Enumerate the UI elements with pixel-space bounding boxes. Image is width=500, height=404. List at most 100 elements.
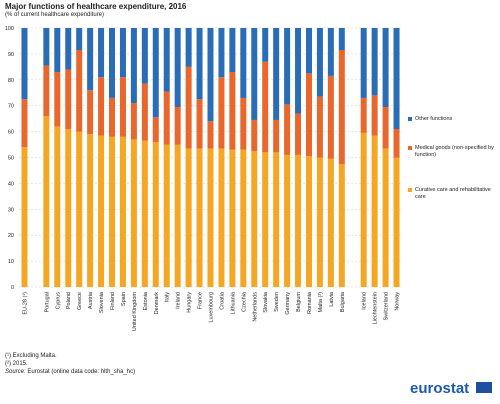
source: Source: Eurostat (online data code: hlth…	[5, 368, 135, 376]
bar-segment	[163, 91, 170, 145]
bar-segment	[76, 50, 83, 132]
bar-segment	[207, 148, 214, 287]
x-tick-label: Norway	[395, 292, 401, 311]
x-tick-label: Greece	[77, 292, 83, 310]
chart-title: Major functions of healthcare expenditur…	[5, 2, 187, 11]
x-tick-label: Iceland	[362, 292, 368, 310]
bar-segment	[185, 28, 192, 67]
y-tick-label: 70	[8, 104, 14, 110]
bar-segment	[163, 28, 170, 92]
bar-segment	[109, 28, 116, 98]
bar-segment	[273, 152, 280, 287]
bar-segment	[360, 97, 367, 133]
bar-segment	[240, 28, 247, 98]
x-tick-label: Ireland	[176, 292, 182, 309]
bar-segment	[174, 106, 181, 145]
source-text: Eurostat (online data code: hlth_sha_hc)	[27, 369, 136, 375]
bar-segment	[98, 135, 105, 287]
bar-segment	[54, 28, 61, 73]
bar-segment	[382, 148, 389, 287]
y-tick-label: 0	[11, 285, 14, 291]
x-tick-label: France	[198, 292, 204, 309]
x-tick-label: Austria	[88, 291, 94, 309]
bar-segment	[21, 99, 28, 148]
legend-swatch	[408, 146, 412, 150]
bar-segment	[87, 134, 94, 287]
bar-segment	[305, 73, 312, 157]
bar-segment	[262, 152, 269, 287]
bar-segment	[54, 72, 61, 127]
x-tick-label: Lithuania	[230, 291, 236, 314]
x-tick-label: Netherlands	[252, 292, 258, 322]
bar-segment	[295, 154, 302, 287]
chart-subtitle: (% of current healthcare expenditure)	[5, 12, 105, 18]
bar-segment	[76, 28, 83, 51]
x-tick-label: Slovakia	[263, 291, 269, 313]
footnote: (²) 2015.	[5, 361, 28, 367]
bar-segment	[327, 75, 334, 159]
bar-segment	[338, 50, 345, 164]
x-tick-label: Czechia	[241, 291, 247, 312]
bar-segment	[262, 61, 269, 153]
x-tick-label: Poland	[66, 292, 72, 309]
bar-segment	[196, 99, 203, 149]
bar-segment	[251, 28, 258, 120]
x-tick-label: Denmark	[154, 292, 160, 315]
source-label: Source:	[5, 369, 26, 375]
x-tick-label: Belgium	[296, 292, 302, 312]
x-tick-label: Sweden	[274, 292, 280, 312]
y-tick-label: 30	[8, 207, 14, 213]
bar-segment	[130, 103, 137, 140]
bar-segment	[119, 28, 126, 78]
bar-segment	[240, 97, 247, 150]
bar-segment	[174, 144, 181, 287]
x-tick-label: Germany	[285, 292, 291, 315]
y-tick-label: 40	[8, 181, 14, 187]
notes: (¹) Excluding Malta. (²) 2015. Source: E…	[5, 352, 135, 376]
bar-segment	[141, 140, 148, 287]
legend-label: Other functions	[415, 116, 453, 122]
bar-segment	[295, 113, 302, 155]
y-tick-label: 20	[8, 233, 14, 239]
bar-segment	[316, 157, 323, 287]
x-tick-label: United Kingdom	[132, 292, 138, 332]
bar-segment	[240, 149, 247, 287]
bar-segment	[207, 121, 214, 149]
legend-label: Medical goods (non-specified by function…	[415, 145, 494, 158]
bar-segment	[119, 77, 126, 137]
bar-segment	[141, 28, 148, 84]
logo: eurostat	[410, 380, 470, 397]
y-tick-label: 90	[8, 52, 14, 58]
x-tick-label: Cyprus	[55, 292, 61, 310]
bar-segment	[360, 28, 367, 98]
bar-segment	[218, 148, 225, 287]
bar-segment	[43, 65, 50, 117]
x-tick-label: Hungary	[187, 292, 193, 313]
bar-segment	[338, 28, 345, 51]
x-tick-label: Bulgaria	[340, 291, 346, 312]
bar-segment	[152, 141, 159, 287]
legend-label: Curative care and rehabilitative care	[415, 187, 491, 200]
legend-swatch	[408, 188, 412, 192]
bar-segment	[284, 28, 291, 105]
bar-segment	[43, 116, 50, 287]
x-tick-label: Finland	[110, 292, 116, 310]
bar-segment	[316, 96, 323, 158]
x-tick-label: Spain	[121, 292, 127, 306]
bar-segment	[152, 28, 159, 118]
bar-segment	[196, 148, 203, 287]
bar-segment	[185, 148, 192, 287]
x-tick-label: Liechtenstein	[373, 292, 379, 324]
bar-segment	[54, 126, 61, 287]
y-tick-label: 10	[8, 259, 14, 265]
bar-segment	[382, 106, 389, 149]
y-tick-label: 80	[8, 78, 14, 84]
bar-segment	[262, 28, 269, 62]
bar-segment	[141, 83, 148, 141]
bar-segment	[273, 28, 280, 120]
bar-segment	[393, 28, 400, 130]
bar-segment	[21, 28, 28, 100]
x-tick-label: Italy	[165, 292, 171, 302]
bar-segment	[65, 28, 72, 70]
